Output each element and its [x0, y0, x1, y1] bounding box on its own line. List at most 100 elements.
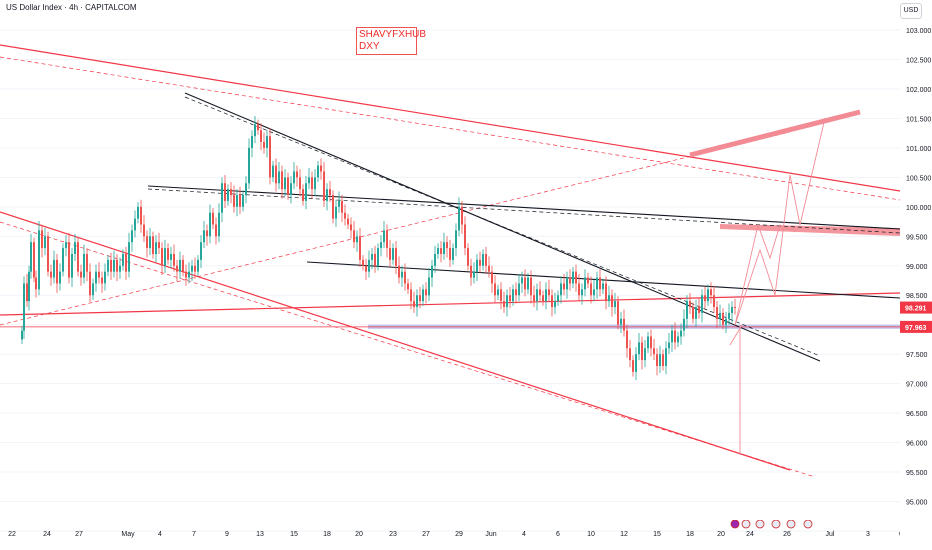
time-tick-label: 27 — [422, 531, 430, 538]
price-tick-label: 98.500 — [906, 293, 928, 300]
candle-body — [83, 253, 85, 278]
trendline-upper-dashed — [0, 56, 901, 201]
candle-body — [131, 230, 133, 243]
candle-body — [692, 307, 694, 319]
time-tick-label: Jul — [826, 531, 835, 538]
candle-body — [443, 242, 445, 254]
candle-body — [21, 330, 23, 340]
time-tick-label: 18 — [323, 531, 331, 538]
price-tick-label: 102.500 — [906, 57, 931, 64]
candle-body — [194, 265, 196, 272]
candle-body — [605, 283, 607, 302]
price-tick-label: 97.500 — [906, 352, 928, 359]
candle-body — [287, 177, 289, 196]
black-trendline-2 — [147, 185, 901, 230]
candle-body — [146, 236, 148, 249]
candle-body — [713, 295, 715, 308]
candle-body — [299, 177, 301, 190]
time-tick-label: 13 — [256, 531, 264, 538]
candle-body — [308, 177, 310, 184]
time-tick-label: 15 — [653, 531, 661, 538]
candle-body — [242, 195, 244, 207]
candle-body — [401, 271, 403, 278]
candle-body — [344, 212, 346, 219]
candle-body — [215, 224, 217, 237]
candle-body — [701, 295, 703, 313]
candle-body — [239, 195, 241, 207]
grid-layer — [0, 29, 900, 532]
candle-body — [113, 259, 115, 272]
candle-body — [419, 295, 421, 302]
candle-body — [170, 253, 172, 260]
candle-body — [656, 354, 658, 366]
candle-body — [434, 253, 436, 266]
candle-body — [668, 342, 670, 349]
time-tick-label: 24 — [43, 531, 51, 538]
candle-body — [137, 206, 139, 219]
candle-body — [386, 230, 388, 249]
candle-body — [149, 236, 151, 249]
candle-body — [74, 242, 76, 254]
candle-body — [251, 136, 253, 148]
candle-body — [707, 289, 709, 302]
chart-title: US Dollar Index · 4h · CAPITALCOM — [6, 3, 137, 12]
candle-body — [212, 212, 214, 225]
candle-body — [563, 283, 565, 290]
candle-body — [533, 295, 535, 302]
candle-body — [302, 189, 304, 201]
candle-body — [734, 307, 736, 309]
candle-body — [503, 301, 505, 308]
black-trendline-1 — [184, 92, 821, 362]
candle-body — [347, 218, 349, 225]
candle-body — [38, 230, 40, 290]
trendline-lower — [0, 211, 791, 471]
time-scale[interactable]: 22 24 27 May 4 7 9 13 15 18 20 23 27 29 Jun 4 6 10 12 15 18 2… — [0, 520, 900, 550]
candle-body — [107, 259, 109, 272]
candle-body — [566, 277, 568, 290]
candle-body — [374, 253, 376, 266]
candle-body — [473, 271, 475, 278]
candle-body — [719, 312, 721, 319]
time-tick-label: 27 — [75, 531, 83, 538]
marked-price-label-bg — [900, 320, 932, 333]
candle-body — [710, 289, 712, 296]
candle-body — [281, 171, 283, 190]
candle-body — [155, 242, 157, 254]
candle-body — [608, 295, 610, 302]
event-flag-icon — [730, 520, 740, 529]
candle-body — [176, 265, 178, 272]
black-trendline-3 — [306, 261, 901, 299]
candle-body — [485, 253, 487, 266]
time-tick-label: 10 — [587, 531, 595, 538]
candle-body — [680, 330, 682, 337]
candle-body — [329, 189, 331, 196]
candle-body — [185, 271, 187, 278]
projection-up-2 — [734, 223, 796, 326]
candle-body — [350, 224, 352, 231]
candle-body — [362, 259, 364, 266]
candle-body — [95, 271, 97, 284]
price-scale[interactable]: 103.000 102.500 102.000 101.500 101.000 100.5… — [900, 0, 932, 520]
candle-body — [500, 289, 502, 302]
candle-body — [317, 165, 319, 178]
currency-button[interactable]: USD — [900, 3, 922, 19]
candle-body — [28, 271, 30, 302]
watermark-line1: SHAVYFXHUB — [359, 29, 427, 40]
candle-body — [305, 183, 307, 201]
time-tick-label: 9 — [225, 531, 229, 538]
candle-body — [626, 330, 628, 349]
candle-body — [272, 165, 274, 178]
candle-body — [560, 283, 562, 296]
candle-body — [143, 224, 145, 237]
candle-body — [575, 271, 577, 284]
candle-body — [722, 312, 724, 325]
candle-body — [323, 171, 325, 201]
candle-body — [248, 147, 250, 184]
candle-body — [677, 336, 679, 343]
time-tick-label: 29 — [455, 531, 463, 538]
price-tick-label: 97.000 — [906, 382, 928, 389]
candle-body — [644, 348, 646, 361]
candle-body — [437, 248, 439, 254]
